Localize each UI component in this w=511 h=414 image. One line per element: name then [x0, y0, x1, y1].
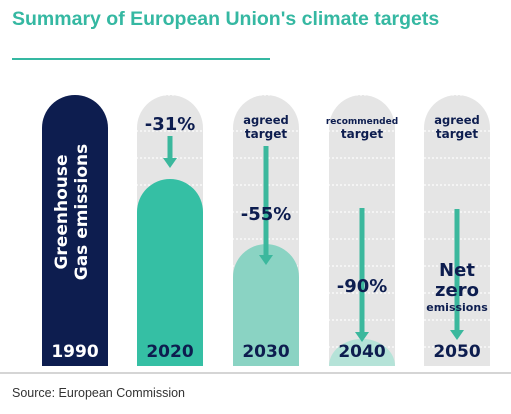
reduction-label-2030: -55% — [241, 204, 292, 225]
bottom-divider — [0, 372, 511, 374]
year-label-2040: 2040 — [338, 342, 385, 362]
year-label-1990: 1990 — [51, 342, 98, 362]
base-bar-label-line1: Greenhouse — [52, 154, 72, 269]
reduction-label-2050-line1: Net — [439, 260, 475, 281]
title-underline — [12, 58, 270, 60]
arrow-head-2020 — [163, 158, 177, 168]
status-label-2040-line2: target — [341, 127, 383, 141]
reduction-label-2050-line3: emissions — [426, 301, 488, 314]
arrow-head-2050 — [450, 330, 464, 340]
status-label-2050-line1: agreed — [434, 113, 480, 127]
bar-2030 — [233, 244, 299, 366]
bar-2020 — [137, 179, 203, 366]
year-label-2020: 2020 — [146, 342, 193, 362]
arrow-head-2040 — [355, 332, 369, 342]
status-label-2030-line1: agreed — [243, 113, 289, 127]
chart-title: Summary of European Union's climate targ… — [12, 8, 440, 30]
reduction-label-2020: -31% — [145, 114, 196, 135]
status-label-2040-line1: recommended — [326, 117, 398, 127]
year-label-2030: 2030 — [242, 342, 289, 362]
reduction-label-2040: -90% — [337, 276, 388, 297]
arrow-head-2030 — [259, 255, 273, 265]
status-label-2050-line2: target — [436, 127, 478, 141]
source-note: Source: European Commission — [12, 386, 185, 400]
base-bar-label-line2: Gas emissions — [72, 144, 92, 281]
bar-1990 — [42, 95, 108, 366]
bar-2040 — [329, 338, 395, 366]
year-label-2050: 2050 — [433, 342, 480, 362]
reduction-label-2050-line2: zero — [435, 280, 479, 301]
status-label-2030-line2: target — [245, 127, 287, 141]
